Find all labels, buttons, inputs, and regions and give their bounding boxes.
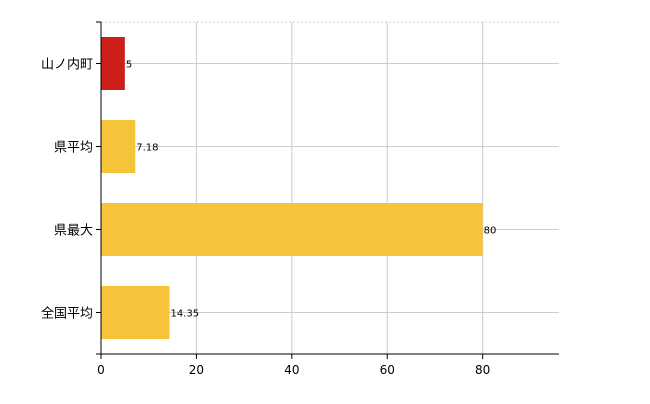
- x-tick-label: 60: [380, 363, 395, 377]
- bar: [101, 37, 125, 90]
- data-label: 14.35: [170, 309, 199, 320]
- x-tick-label: 0: [97, 363, 105, 377]
- bars: [101, 37, 483, 339]
- data-label: 80: [484, 226, 497, 237]
- category-label: 全国平均: [41, 306, 93, 322]
- grid: [101, 21, 559, 354]
- category-label: 山ノ内町: [41, 57, 93, 73]
- data-label: 5: [126, 60, 132, 71]
- category-label: 県最大: [54, 224, 93, 239]
- x-tick-label: 40: [284, 363, 299, 377]
- data-label: 7.18: [136, 143, 158, 154]
- bar: [101, 203, 483, 256]
- x-tick-label: 20: [189, 363, 204, 377]
- x-tick-label: 80: [475, 363, 490, 377]
- category-label: 県平均: [54, 141, 93, 156]
- bar: [101, 286, 170, 339]
- axes: [96, 21, 559, 359]
- bar: [101, 120, 136, 173]
